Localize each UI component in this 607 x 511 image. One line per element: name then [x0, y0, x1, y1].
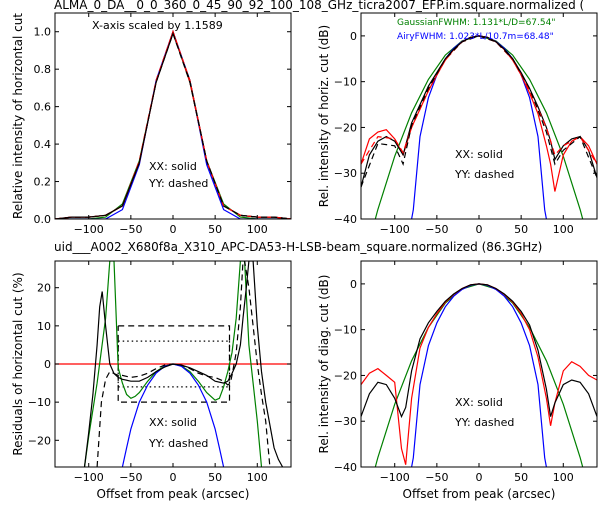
y-tick-label: 10	[37, 320, 51, 333]
y-tick-label: −20	[334, 121, 357, 134]
panel-top-left: −100 −50 0 50 100 0.0 0.2 0.4 0.6 0.8 1.0 Relative …	[11, 12, 292, 236]
series-line-4	[55, 29, 291, 219]
series-line-9	[96, 261, 271, 467]
y-tick-label: −10	[28, 396, 51, 409]
series-line-1	[411, 35, 547, 219]
y-tick-label: −10	[334, 76, 357, 89]
series-line-3	[361, 35, 597, 188]
annotation: YY: dashed	[454, 168, 514, 181]
x-tick-label: 0	[476, 471, 483, 484]
plot-area	[361, 35, 597, 219]
y-tick-label: 0.8	[34, 63, 52, 76]
x-axis-label: Offset from peak (arcsec)	[97, 487, 250, 501]
x-tick-label: −100	[380, 223, 410, 236]
x-tick-label: 0	[476, 223, 483, 236]
series-line-4	[361, 35, 597, 165]
x-tick-label: 0	[170, 471, 177, 484]
y-tick-label: 1.0	[34, 26, 52, 39]
series-line-0	[55, 29, 291, 219]
y-tick-label: −20	[28, 434, 51, 447]
y-tick-label: 0.0	[34, 213, 52, 226]
plot-area	[55, 29, 291, 219]
x-tick-label: 50	[208, 471, 222, 484]
series-line-3	[361, 283, 597, 419]
x-tick-label: 50	[208, 223, 222, 236]
x-tick-label: −100	[74, 223, 104, 236]
x-tick-label: −100	[74, 471, 104, 484]
legend-entry: AiryFWHM: 1.023*L/10.7m=68.48"	[397, 32, 554, 42]
y-tick-label: 0	[44, 358, 51, 371]
x-tick-label: 50	[514, 223, 528, 236]
plot-area	[361, 283, 597, 467]
x-tick-label: −100	[380, 471, 410, 484]
y-axis-label: Residuals of horizontal cut (%)	[11, 272, 25, 455]
annotation: X-axis scaled by 1.1589	[92, 19, 223, 32]
series-line-1	[55, 29, 291, 219]
series-line-5	[361, 35, 597, 188]
x-tick-label: 50	[514, 471, 528, 484]
x-tick-label: 100	[553, 223, 574, 236]
y-tick-label: −10	[334, 324, 357, 337]
x-tick-label: −50	[119, 223, 142, 236]
series-line-8	[83, 261, 284, 467]
y-tick-label: −40	[334, 213, 357, 226]
legend-entry: GaussianFWHM: 1.131*L/D=67.54"	[397, 18, 555, 28]
x-tick-label: −50	[425, 471, 448, 484]
annotation: XX: solid	[149, 416, 197, 429]
x-tick-label: −50	[425, 223, 448, 236]
y-tick-label: 0.2	[34, 176, 52, 189]
y-tick-label: 0.6	[34, 101, 52, 114]
y-tick-label: −30	[334, 415, 357, 428]
y-tick-label: 0	[350, 278, 357, 291]
series-line-2	[361, 283, 597, 465]
y-tick-label: 0	[350, 30, 357, 43]
series-line-1	[411, 283, 547, 467]
annotation: XX: solid	[455, 148, 503, 161]
x-tick-label: 100	[247, 223, 268, 236]
annotation: YY: dashed	[148, 437, 208, 450]
y-tick-label: −40	[334, 461, 357, 474]
x-axis-label: Offset from peak (arcsec)	[403, 487, 556, 501]
y-tick-label: 0.4	[34, 138, 52, 151]
axes-frame	[360, 12, 598, 220]
series-line-3	[55, 31, 291, 219]
y-tick-label: 20	[37, 282, 51, 295]
mid-title: uid___A002_X680f8a_X310_APC-DA53-H-LSB-b…	[54, 240, 542, 254]
y-axis-label: Rel. intensity of horiz. cut (dB)	[317, 25, 331, 207]
panel-bottom-right: −100 −50 0 50 100 0 −10 −20 −30 −40 Offset from pe…	[317, 260, 598, 501]
x-tick-label: 100	[553, 471, 574, 484]
y-axis-label: Relative intensity of horizontal cut	[11, 13, 25, 219]
plot-area	[55, 261, 291, 467]
x-tick-label: −50	[119, 471, 142, 484]
y-tick-label: −20	[334, 369, 357, 382]
annotation: XX: solid	[149, 160, 197, 173]
series-line-2	[55, 29, 291, 219]
series-line-5	[55, 31, 291, 219]
axes-frame	[360, 260, 598, 468]
top-title: ALMA_0_DA__0_0_360_0_45_90_92_100_108_GH…	[54, 0, 584, 12]
annotation: XX: solid	[455, 396, 503, 409]
x-tick-label: 0	[170, 223, 177, 236]
y-axis-label: Rel. intensity of diag. cut (dB)	[317, 275, 331, 454]
annotation: YY: dashed	[454, 416, 514, 429]
annotation: YY: dashed	[148, 177, 208, 190]
y-tick-label: −30	[334, 167, 357, 180]
x-tick-label: 100	[247, 471, 268, 484]
